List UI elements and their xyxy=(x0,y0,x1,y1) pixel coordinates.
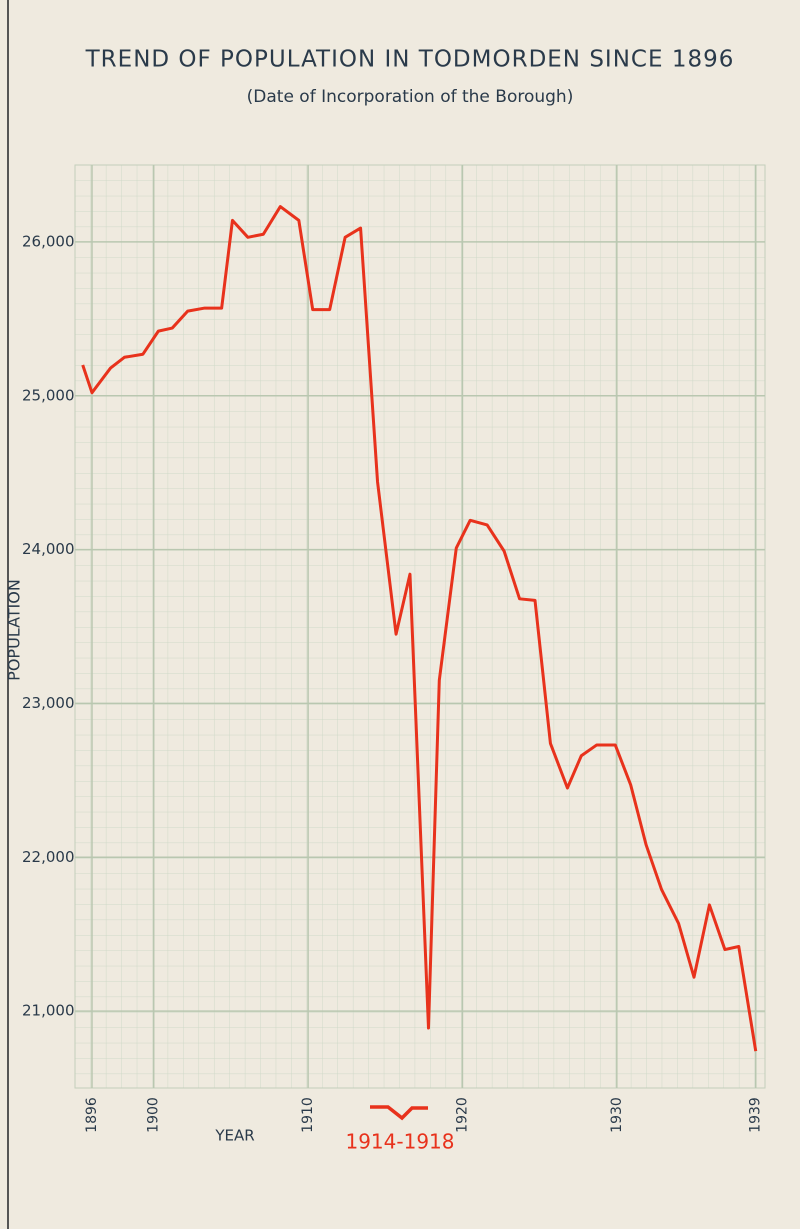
population-line xyxy=(81,205,758,1052)
y-axis-label: POPULATION xyxy=(5,579,24,681)
y-tick-label: 25,000 xyxy=(22,386,75,404)
x-tick-label: 1896 xyxy=(84,1097,100,1133)
x-tick-label: 1930 xyxy=(609,1097,625,1133)
chart-subtitle: (Date of Incorporation of the Borough) xyxy=(247,87,574,107)
y-tick-label: 24,000 xyxy=(22,540,75,558)
y-tick-label: 26,000 xyxy=(22,232,75,250)
y-tick-label: 21,000 xyxy=(22,1002,75,1020)
annotation: 1914-1918 xyxy=(345,1130,454,1154)
x-tick-label: 1920 xyxy=(454,1097,470,1133)
y-tick-label: 22,000 xyxy=(22,848,75,866)
y-tick-label: 23,000 xyxy=(22,694,75,712)
plot-area xyxy=(74,164,766,1089)
x-tick-label: 1910 xyxy=(300,1097,316,1133)
x-tick-label: 1939 xyxy=(748,1097,764,1133)
chart-title: TREND OF POPULATION IN TODMORDEN SINCE 1… xyxy=(85,47,735,73)
x-tick-label: 1900 xyxy=(146,1097,162,1133)
war-bracket xyxy=(370,1105,428,1121)
x-axis-label: YEAR xyxy=(214,1127,254,1145)
